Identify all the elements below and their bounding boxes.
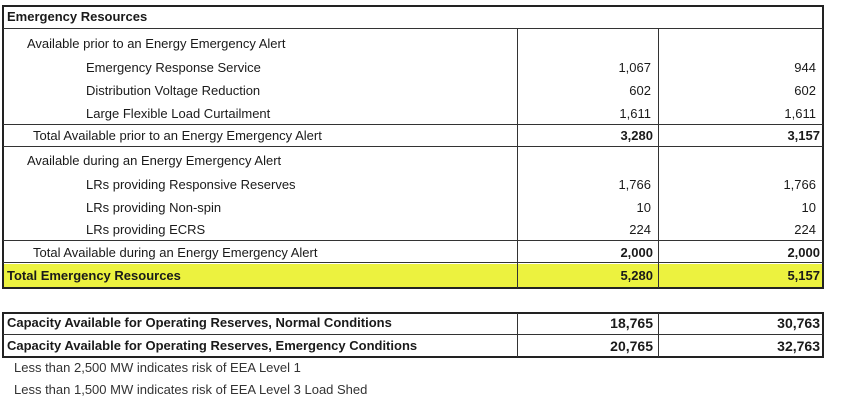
capacity-normal-value-1: 18,765: [610, 315, 653, 331]
during-item-label: LRs providing Non-spin: [86, 200, 222, 215]
column-divider-1: [517, 28, 518, 288]
prior-total-label: Total Available prior to an Energy Emerg…: [33, 128, 322, 143]
prior-item-label: Distribution Voltage Reduction: [86, 83, 261, 98]
grand-total-label: Total Emergency Resources: [7, 268, 181, 283]
during-item-value-2: 224: [794, 222, 816, 237]
capacity-normal-label: Capacity Available for Operating Reserve…: [7, 315, 392, 330]
prior-item-label: Large Flexible Load Curtailment: [86, 106, 271, 121]
capacity-emergency-value-1: 20,765: [610, 338, 653, 354]
prior-item-label: Emergency Response Service: [86, 60, 261, 75]
during-total-value-2: 2,000: [787, 245, 820, 260]
capacity-column-divider-1: [517, 313, 518, 357]
capacity-column-divider-2: [658, 313, 659, 357]
column-divider-2: [658, 28, 659, 288]
capacity-row-divider: [3, 334, 823, 335]
emergency-resources-table: [2, 5, 824, 289]
during-item-label: LRs providing ECRS: [86, 222, 206, 237]
during-item-label: LRs providing Responsive Reserves: [86, 177, 296, 192]
prior-total-top: [3, 124, 823, 125]
during-item-value-2: 10: [801, 200, 816, 215]
capacity-emergency-value-2: 32,763: [777, 338, 820, 354]
during-item-value-1: 224: [629, 222, 651, 237]
prior-total-value-2: 3,157: [787, 128, 820, 143]
prior-item-value-2: 602: [794, 83, 816, 98]
during-total-bottom: [3, 262, 823, 263]
during-total-label: Total Available during an Energy Emergen…: [33, 245, 318, 260]
prior-item-value-1: 602: [629, 83, 651, 98]
title-divider: [3, 28, 823, 29]
note-eea-level-1: Less than 2,500 MW indicates risk of EEA…: [14, 360, 301, 375]
capacity-normal-value-2: 30,763: [777, 315, 820, 331]
capacity-table: [2, 312, 824, 358]
during-item-value-1: 1,766: [618, 177, 651, 192]
prior-item-value-1: 1,611: [619, 106, 651, 121]
during-item-value-2: 1,766: [783, 177, 816, 192]
grand-total-highlight: [3, 264, 823, 288]
table-title: Emergency Resources: [7, 9, 148, 24]
prior-item-value-1: 1,067: [618, 60, 651, 75]
prior-item-value-2: 1,611: [784, 106, 816, 121]
grand-total-value-1: 5,280: [620, 268, 653, 283]
prior-total-value-1: 3,280: [620, 128, 653, 143]
prior-heading: Available prior to an Energy Emergency A…: [27, 36, 286, 51]
during-heading: Available during an Energy Emergency Ale…: [27, 153, 282, 168]
grand-total-value-2: 5,157: [787, 268, 820, 283]
capacity-emergency-label: Capacity Available for Operating Reserve…: [7, 338, 418, 353]
during-total-value-1: 2,000: [620, 245, 653, 260]
during-total-top: [3, 240, 823, 241]
prior-item-value-2: 944: [794, 60, 816, 75]
note-eea-level-3: Less than 1,500 MW indicates risk of EEA…: [14, 382, 368, 397]
prior-total-bottom: [3, 146, 823, 147]
during-item-value-1: 10: [636, 200, 651, 215]
